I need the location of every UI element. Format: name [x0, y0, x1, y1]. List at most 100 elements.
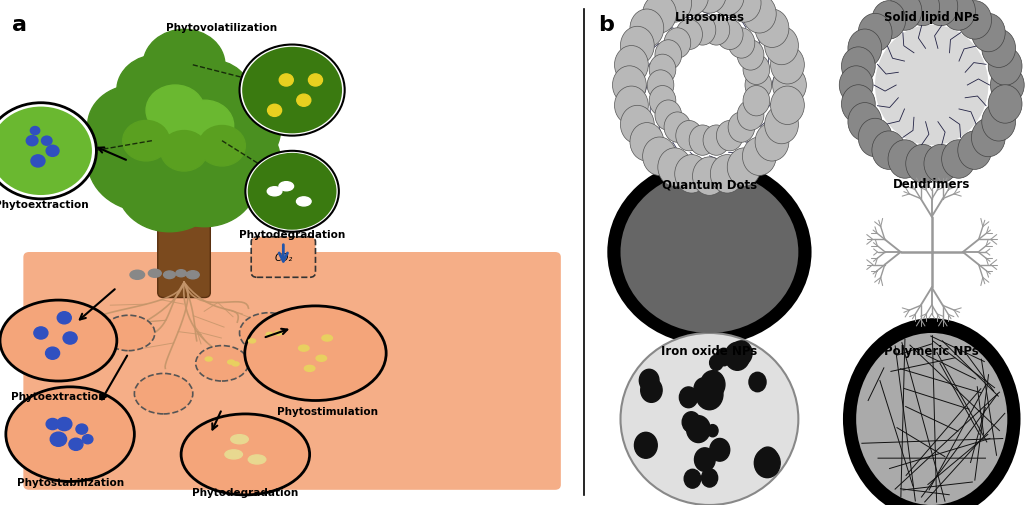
Circle shape [845, 321, 1018, 505]
Circle shape [693, 158, 726, 196]
Ellipse shape [240, 313, 298, 354]
Circle shape [737, 41, 764, 71]
Ellipse shape [227, 361, 235, 365]
Circle shape [655, 100, 681, 131]
Circle shape [268, 105, 281, 117]
Circle shape [123, 121, 170, 162]
Circle shape [710, 155, 744, 193]
Circle shape [170, 61, 251, 131]
Circle shape [88, 86, 181, 167]
Text: Phytostimulation: Phytostimulation [277, 407, 377, 417]
Ellipse shape [195, 346, 248, 381]
Text: Polymeric NPs: Polymeric NPs [884, 344, 979, 358]
Circle shape [848, 104, 882, 142]
Circle shape [717, 20, 743, 50]
Circle shape [639, 370, 659, 392]
Circle shape [709, 356, 723, 371]
Ellipse shape [266, 333, 273, 337]
Circle shape [187, 91, 280, 172]
Circle shape [31, 156, 45, 168]
Ellipse shape [299, 345, 309, 351]
Circle shape [649, 55, 676, 85]
Ellipse shape [163, 272, 175, 279]
Circle shape [45, 347, 60, 360]
Circle shape [676, 121, 702, 152]
Circle shape [83, 435, 93, 444]
Circle shape [957, 132, 992, 170]
Circle shape [146, 86, 205, 136]
Circle shape [658, 148, 692, 187]
Circle shape [630, 123, 664, 162]
Ellipse shape [0, 300, 117, 381]
Circle shape [758, 447, 778, 470]
Text: Iron oxide NPs: Iron oxide NPs [662, 344, 758, 358]
Ellipse shape [130, 271, 145, 280]
Circle shape [989, 48, 1022, 86]
Circle shape [117, 56, 199, 126]
Circle shape [693, 0, 726, 14]
Circle shape [872, 132, 906, 170]
Circle shape [701, 371, 725, 398]
Circle shape [0, 104, 96, 199]
Circle shape [703, 126, 730, 156]
Circle shape [647, 71, 674, 101]
Circle shape [957, 2, 992, 40]
Text: a: a [11, 15, 27, 35]
Circle shape [655, 41, 681, 71]
Circle shape [679, 387, 698, 408]
Circle shape [989, 85, 1022, 124]
Circle shape [643, 138, 676, 176]
FancyBboxPatch shape [24, 252, 560, 490]
Circle shape [88, 111, 205, 212]
Circle shape [676, 20, 702, 50]
Ellipse shape [620, 333, 798, 505]
Circle shape [710, 0, 744, 17]
Circle shape [858, 14, 892, 53]
Circle shape [770, 46, 804, 85]
Circle shape [872, 2, 906, 40]
Circle shape [649, 86, 676, 117]
Text: b: b [599, 15, 614, 35]
Ellipse shape [149, 270, 161, 278]
Circle shape [240, 45, 344, 136]
Circle shape [730, 341, 752, 366]
Ellipse shape [275, 331, 281, 335]
Circle shape [687, 416, 710, 443]
Circle shape [888, 140, 922, 179]
Text: Phytoextraction: Phytoextraction [0, 199, 88, 210]
Circle shape [888, 0, 922, 31]
Circle shape [772, 67, 807, 105]
Circle shape [26, 136, 38, 146]
Circle shape [770, 87, 804, 125]
Circle shape [743, 86, 769, 117]
Circle shape [675, 0, 708, 17]
Circle shape [728, 29, 755, 59]
Circle shape [57, 312, 71, 324]
Circle shape [971, 119, 1005, 158]
Ellipse shape [186, 271, 200, 279]
Circle shape [308, 75, 323, 87]
Circle shape [981, 30, 1015, 68]
Circle shape [152, 136, 257, 227]
Circle shape [764, 27, 798, 66]
Circle shape [664, 29, 691, 59]
Ellipse shape [6, 387, 134, 482]
Circle shape [109, 76, 260, 207]
Circle shape [614, 46, 648, 85]
Circle shape [743, 55, 769, 85]
Ellipse shape [279, 182, 294, 191]
Circle shape [742, 0, 777, 34]
FancyBboxPatch shape [251, 237, 315, 278]
Circle shape [117, 141, 222, 232]
Circle shape [63, 332, 78, 344]
Circle shape [69, 438, 83, 450]
Circle shape [675, 155, 708, 193]
Circle shape [942, 0, 975, 31]
Circle shape [75, 424, 88, 434]
Circle shape [30, 127, 39, 135]
Text: Dendrimers: Dendrimers [893, 178, 971, 191]
Circle shape [716, 348, 731, 366]
Circle shape [717, 121, 743, 152]
Circle shape [51, 432, 66, 446]
Circle shape [701, 469, 718, 487]
